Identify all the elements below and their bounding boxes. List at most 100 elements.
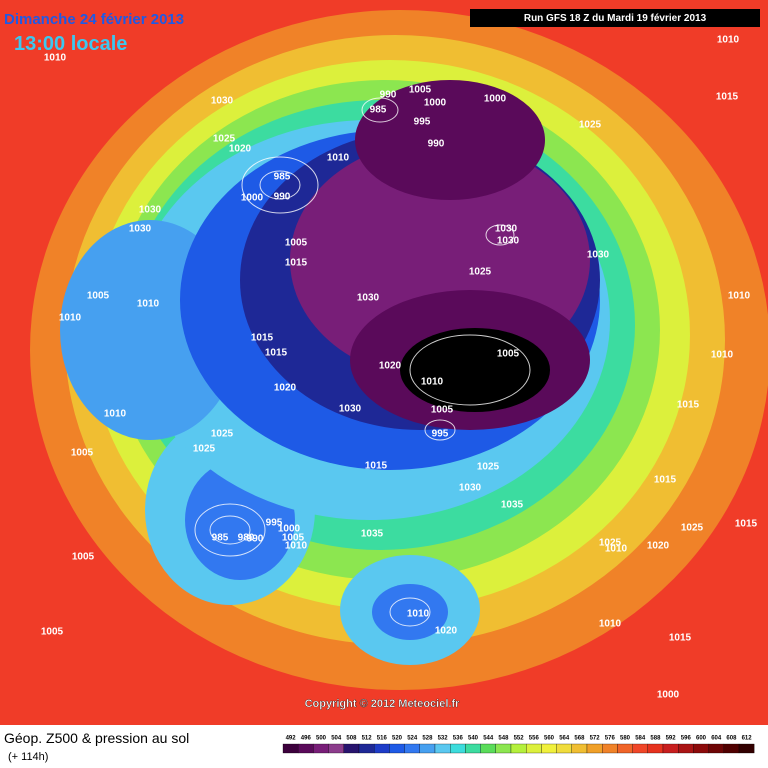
scale-swatch [526, 743, 542, 754]
pressure-label: 990 [247, 534, 264, 545]
scale-swatch [374, 743, 390, 754]
scale-label: 592 [666, 736, 677, 742]
pressure-label: 1030 [129, 224, 152, 235]
scale-label: 560 [544, 736, 555, 742]
pressure-label: 1030 [495, 224, 518, 235]
copyright: Copyright © 2012 Meteociel.fr [305, 698, 461, 710]
pressure-label: 1015 [716, 92, 739, 103]
pressure-label: 1020 [647, 541, 670, 552]
scale-label: 552 [514, 736, 525, 742]
pressure-label: 1005 [282, 533, 305, 544]
pressure-label: 1010 [711, 350, 734, 361]
pressure-label: 1020 [229, 144, 252, 155]
scale-label: 584 [635, 736, 646, 742]
scale-swatch [708, 743, 724, 754]
pressure-label: 1025 [193, 444, 216, 455]
scale-swatch [602, 743, 618, 754]
scale-swatch [465, 743, 481, 754]
scale-label: 504 [331, 736, 342, 742]
time: 13:00 locale [14, 33, 127, 55]
scale-label: 536 [453, 736, 464, 742]
pressure-label: 1000 [278, 524, 301, 535]
pressure-label: 1010 [717, 35, 740, 46]
scale-swatch [586, 743, 603, 754]
scale-swatch [541, 743, 557, 754]
pressure-label: 1025 [477, 462, 500, 473]
scale-label: 548 [498, 736, 509, 742]
pressure-label: 1010 [407, 609, 430, 620]
scale-swatch [617, 743, 633, 754]
pressure-label: 1005 [285, 238, 308, 249]
pressure-label: 1030 [139, 205, 162, 216]
pressure-label: 1015 [365, 461, 388, 472]
pressure-label: 1015 [285, 258, 308, 269]
scale-swatch [723, 743, 740, 754]
pressure-label: 1010 [421, 377, 444, 388]
pressure-label: 1010 [327, 153, 350, 164]
scale-swatch [358, 743, 375, 754]
scale-label: 492 [286, 736, 297, 742]
scale-swatch [282, 743, 299, 754]
pressure-label: 1030 [211, 96, 234, 107]
scale-swatch [556, 743, 572, 754]
pressure-label: 1015 [251, 333, 274, 344]
scale-label: 568 [574, 736, 585, 742]
scale-swatch [389, 743, 405, 754]
pressure-label: 1030 [587, 250, 610, 261]
pressure-label: 1030 [497, 236, 520, 247]
pressure-label: 1010 [599, 619, 622, 630]
field [0, 0, 768, 725]
pressure-label: 1005 [41, 627, 64, 638]
scale-label: 600 [696, 736, 707, 742]
pressure-label: 990 [380, 90, 397, 101]
pressure-label: 1005 [431, 405, 454, 416]
run: Run GFS 18 Z du Mardi 19 février 2013 [524, 13, 707, 24]
scale-label: 572 [590, 736, 601, 742]
pressure-label: 1010 [44, 53, 67, 64]
pressure-label: 1010 [605, 544, 628, 555]
pressure-label: 1005 [409, 85, 432, 96]
pressure-label: 1025 [213, 134, 236, 145]
scale-swatch [480, 743, 496, 754]
scale-label: 532 [438, 736, 449, 742]
scale-swatch [693, 743, 709, 754]
pressure-label: 1010 [285, 541, 308, 552]
footer-title: Géop. Z500 & pression au sol [4, 730, 189, 746]
scale-label: 588 [650, 736, 661, 742]
pressure-label: 1015 [669, 633, 692, 644]
pressure-label: 995 [432, 429, 449, 440]
pressure-label: 995 [266, 518, 283, 529]
pressure-label: 1015 [265, 348, 288, 359]
pressure-label: 1035 [361, 529, 384, 540]
pressure-label: 1005 [71, 448, 94, 459]
pressure-label: 985 [274, 172, 291, 183]
scale-swatch [434, 743, 451, 754]
scale-swatch [298, 743, 314, 754]
scale-swatch [343, 743, 360, 754]
pressure-label: 1005 [87, 291, 110, 302]
scale-label: 528 [422, 736, 433, 742]
pressure-label: 995 [414, 117, 431, 128]
pressure-label: 1010 [59, 313, 82, 324]
scale-label: 500 [316, 736, 327, 742]
pressure-label: 1005 [72, 552, 95, 563]
pressure-label: 1015 [677, 400, 700, 411]
pressure-label: 1025 [469, 267, 492, 278]
pressure-label: 1010 [137, 299, 160, 310]
pressure-label: 985 [212, 533, 229, 544]
scale-label: 540 [468, 736, 479, 742]
pressure-label: 1025 [681, 523, 704, 534]
pressure-label: 1025 [579, 120, 602, 131]
pressure-label: 1020 [379, 361, 402, 372]
date: Dimanche 24 février 2013 [4, 11, 184, 28]
scale-label: 576 [605, 736, 616, 742]
scale-swatch [632, 743, 648, 754]
pressure-label: 1010 [104, 409, 127, 420]
pressure-label: 1030 [459, 483, 482, 494]
footer-lead: (+ 114h) [8, 751, 48, 763]
scale-swatch [495, 743, 512, 754]
scale-swatch [404, 743, 420, 754]
scale-label: 520 [392, 736, 403, 742]
scale-swatch [419, 743, 436, 754]
scale-swatch [647, 743, 664, 754]
